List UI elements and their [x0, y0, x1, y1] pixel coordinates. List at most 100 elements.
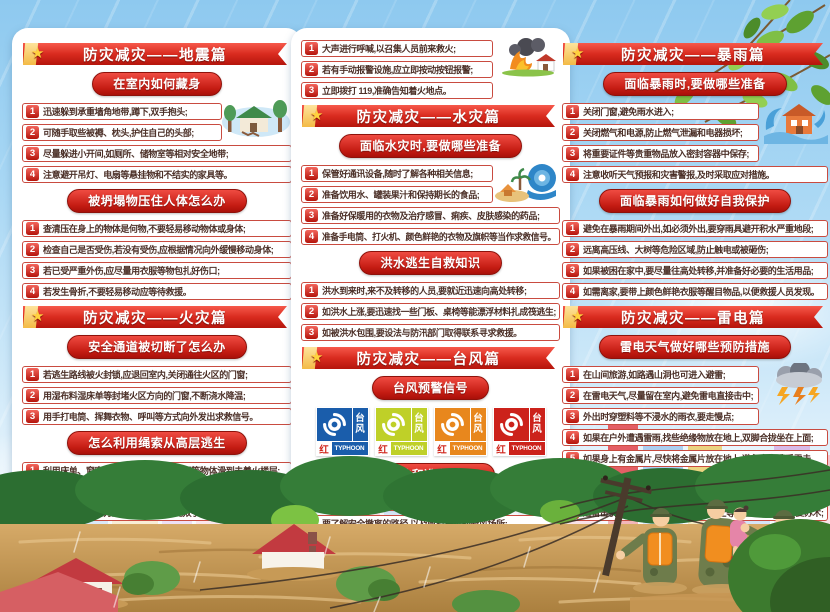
banner-title: 防灾减灾——地震篇 — [83, 47, 227, 64]
section-banner: ★ 防灾减灾——水灾篇 — [302, 105, 555, 127]
section-subtitle: 在室内如何藏身 — [92, 72, 222, 96]
item-text: 用手打电筒、挥舞衣物、呼叫等方式向外发出求救信号。 — [43, 412, 259, 422]
item-text: 避免在暴雨期间外出,如必须外出,要穿雨具避开积水严重地段; — [583, 224, 814, 234]
typhoon-badge: 台风红 TYPHOON — [315, 407, 369, 456]
item-number: 1 — [566, 222, 579, 235]
item-text: 准备好保暖用的衣物及治疗感冒、痢疾、皮肤感染的药品; — [322, 211, 540, 221]
list-item: 4 如果在户外遭遇雷雨,找些绝缘物放在地上,双脚合拢坐在上面; — [562, 429, 828, 446]
list-item: 3 如被洪水包围,要设法与防汛部门取得联系寻求救援。 — [301, 324, 560, 341]
item-text: 如被洪水包围,要设法与防汛部门取得联系寻求救援。 — [322, 328, 522, 338]
list-item: 4 准备手电筒、打火机、颜色鲜艳的衣物及旗帜等当作求救信号。 — [301, 228, 560, 245]
list-item: 1 查清压在身上的物体是何物,不要轻易移动物体或身体; — [22, 220, 292, 237]
list-item: 3 尽量躲进小开间,如厕所、储物室等相对安全地带; — [22, 145, 292, 162]
signal-grade-label: 红 — [493, 442, 509, 456]
item-list: 1 大声进行呼喊,以召集人员前来救火; 2 若有手动报警设施,应立即按动按钮报警; 3 立… — [301, 37, 560, 99]
typhoon-badge-bottom: 红 TYPHOON — [375, 441, 427, 456]
bush — [122, 561, 520, 612]
typhoon-vertical-label: 台风 — [528, 408, 545, 441]
item-number: 1 — [305, 284, 318, 297]
item-number: 1 — [305, 167, 318, 180]
item-text: 外出时穿塑料等不浸水的雨衣,要走慢点; — [583, 412, 734, 422]
list-item: 2 远离高压线、大树等危险区域,防止触电或被砸伤; — [562, 241, 828, 258]
item-list: 1 查清压在身上的物体是何物,不要轻易移动物体或身体; 2 检查自己是否受伤,若没有受… — [22, 220, 292, 300]
list-item: 3 外出时穿塑料等不浸水的雨衣,要走慢点; — [562, 408, 759, 425]
signal-grade-label: 红 — [316, 442, 332, 456]
item-number: 4 — [26, 168, 39, 181]
item-list: 1 避免在暴雨期间外出,如必须外出,要穿雨具避开积水严重地段; 2 远离高压线、大树等… — [562, 220, 828, 300]
list-item: 4 注意避开吊灯、电扇等悬挂物和不结实的家具等。 — [22, 166, 292, 183]
banner-title: 防灾减灾——水灾篇 — [356, 109, 501, 126]
item-number: 2 — [305, 305, 318, 318]
section-banner: ★ 防灾减灾——台风篇 — [302, 347, 555, 369]
item-number: 4 — [566, 168, 579, 181]
item-text: 如果在户外遭遇雷雨,找些绝缘物放在地上,双脚合拢坐在上面; — [583, 433, 814, 443]
rooftop — [0, 572, 118, 612]
list-item: 1 避免在暴雨期间外出,如必须外出,要穿雨具避开积水严重地段; — [562, 220, 828, 237]
section-banner: ★ 防灾减灾——暴雨篇 — [563, 43, 823, 65]
item-text: 关闭燃气和电源,防止燃气泄漏和电器损坏; — [583, 128, 743, 138]
item-list: 1 若逃生路线被火封锁,应退回室内,关闭通往火区的门窗; 2 用湿布料湿床单等封堵火区… — [22, 366, 292, 425]
section-subtitle: 怎么利用绳索从高层逃生 — [67, 431, 247, 455]
item-list: 1 保管好通讯设备,随时了解各种相关信息; 2 准备饮用水、罐装果汁和保持期长的食品;… — [301, 164, 560, 245]
section-subtitle: 面临水灾时,要做哪些准备 — [338, 134, 523, 158]
typhoon-badge: 台风红 TYPHOON — [374, 407, 428, 456]
item-number: 1 — [305, 42, 318, 55]
banner-title: 防灾减灾——火灾篇 — [83, 310, 227, 327]
item-text: 若有手动报警设施,应立即按动按钮报警; — [322, 65, 473, 75]
item-number: 2 — [566, 243, 579, 256]
item-number: 3 — [305, 84, 318, 97]
signal-word-label: TYPHOON — [449, 442, 486, 455]
list-item: 4 如需离家,要带上颜色鲜艳衣服等醒目物品,以便救援人员发现。 — [562, 283, 828, 300]
typhoon-vertical-label: 台风 — [410, 408, 427, 441]
storm-illustration — [766, 361, 828, 410]
item-number: 1 — [26, 368, 39, 381]
signal-grade-label: 红 — [434, 442, 450, 456]
item-text: 用湿布料湿床单等封堵火区方向的门窗,不断浇水降温; — [43, 391, 246, 401]
list-item: 2 若有手动报警设施,应立即按动按钮报警; — [301, 61, 493, 78]
quake-house-illustration — [220, 100, 292, 145]
list-item: 1 洪水到来时,来不及转移的人员,要就近迅速向高处转移; — [301, 282, 560, 299]
section-subtitle: 洪水逃生自救知识 — [359, 251, 502, 275]
signal-word-label: TYPHOON — [331, 442, 368, 455]
item-text: 如需离家,要带上颜色鲜艳衣服等醒目物品,以便救援人员发现。 — [583, 287, 820, 297]
item-text: 若已受严重外伤,应尽量用衣服等物包扎好伤口; — [43, 266, 220, 276]
typhoon-badge-top: 台风 — [316, 408, 368, 441]
list-item: 3 立即拨打 119,准确告知着火地点。 — [301, 82, 493, 99]
list-item: 1 大声进行呼喊,以召集人员前来救火; — [301, 40, 493, 57]
item-number: 1 — [26, 105, 39, 118]
banner-title: 防灾减灾——台风篇 — [356, 351, 501, 368]
utility-pole — [600, 475, 652, 577]
subtitle-text: 安全通道被切断了怎么办 — [88, 340, 226, 354]
typhoon-spiral-icon — [434, 408, 470, 441]
star-icon: ★ — [31, 308, 45, 325]
item-number: 2 — [26, 389, 39, 402]
corner-bush — [728, 519, 830, 612]
item-text: 可随手取些被褥、枕头,护住自己的头部; — [43, 128, 194, 138]
item-number: 1 — [566, 368, 579, 381]
item-number: 2 — [566, 126, 579, 139]
typhoon-spiral-icon — [375, 408, 411, 441]
item-list: 1 洪水到来时,来不及转移的人员,要就近迅速向高处转移; 2 如洪水上涨,要迅速找一些… — [301, 282, 560, 341]
flood-house-illustration — [762, 100, 828, 149]
list-item: 3 如果被困在家中,要尽量往高处转移,并准备好必要的生活用品; — [562, 262, 828, 279]
typhoon-signal-row: 台风红 TYPHOON 台风红 TYPHOON 台风红 TYPHOON 台风红 TYPHOON — [300, 407, 561, 456]
subtitle-text: 面临暴雨时,要做哪些准备 — [624, 77, 766, 91]
item-text: 将重要证件等贵重物品放入密封容器中保存; — [583, 149, 749, 159]
typhoon-badge-top: 台风 — [493, 408, 545, 441]
item-text: 在山间旅游,如路遇山洞也可进入避雷; — [583, 370, 726, 380]
subtitle-text: 面临暴雨如何做好自我保护 — [619, 194, 770, 208]
item-text: 如果被困在家中,要尽量往高处转移,并准备好必要的生活用品; — [583, 266, 814, 276]
subtitle-text: 台风预警信号 — [392, 381, 468, 395]
power-lines — [199, 469, 830, 609]
signal-word-label: TYPHOON — [390, 442, 427, 455]
typhoon-vertical-label: 台风 — [351, 408, 368, 441]
typhoon-badge: 台风红 TYPHOON — [492, 407, 546, 456]
list-item: 1 保管好通讯设备,随时了解各种相关信息; — [301, 165, 493, 182]
signal-word-label: TYPHOON — [508, 442, 545, 455]
list-item: 3 准备好保暖用的衣物及治疗感冒、痢疾、皮肤感染的药品; — [301, 207, 560, 224]
subtitle-text: 雷电天气做好哪些预防措施 — [619, 340, 770, 354]
fire-illustration — [496, 37, 560, 82]
list-item: 1 关闭门窗,避免雨水进入; — [562, 103, 759, 120]
list-item: 1 若逃生路线被火封锁,应退回室内,关闭通往火区的门窗; — [22, 366, 292, 383]
